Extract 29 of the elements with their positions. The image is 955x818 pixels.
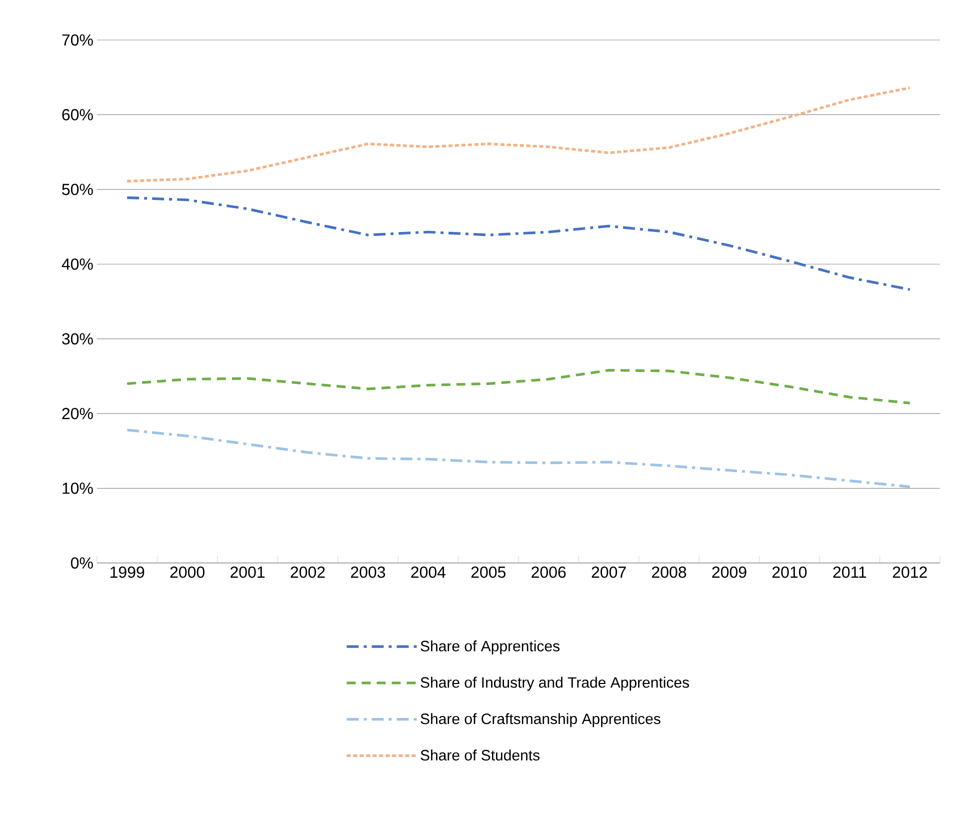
y-tick-label: 50% xyxy=(62,184,93,196)
y-tick-label: 10% xyxy=(62,482,93,494)
x-tick-label: 2001 xyxy=(230,566,265,578)
x-tick-label: 2000 xyxy=(170,566,204,578)
line-series xyxy=(126,86,912,183)
line-series xyxy=(126,368,912,404)
x-tick-label: 2009 xyxy=(712,566,746,578)
y-tick-label: 40% xyxy=(62,258,93,270)
legend-label: Share of Apprentices xyxy=(420,640,560,654)
x-tick-label: 2012 xyxy=(892,566,927,578)
x-tick-label: 2004 xyxy=(411,566,446,578)
x-tick-label: 1999 xyxy=(110,566,144,578)
x-tick-label: 2011 xyxy=(833,566,866,578)
legend-label: Share of Industry and Trade Apprentices xyxy=(420,676,690,691)
y-tick-label: 30% xyxy=(62,333,93,345)
legend-label: Share of Students xyxy=(420,750,540,761)
y-tick-label: 20% xyxy=(62,408,93,420)
x-tick-label: 2008 xyxy=(652,566,686,578)
y-tick-label: 70% xyxy=(62,34,93,46)
x-tick-label: 2002 xyxy=(290,566,325,578)
x-tick-label: 2010 xyxy=(772,566,807,578)
x-tick-label: 2006 xyxy=(532,566,566,578)
x-tick-label: 2005 xyxy=(471,566,506,578)
y-tick-label: 0% xyxy=(70,557,93,569)
line-series xyxy=(126,196,912,291)
y-tick-label: 60% xyxy=(62,109,93,120)
legend-label: Share of Craftsmanship Apprentices xyxy=(420,713,660,728)
x-tick-label: 2003 xyxy=(350,566,386,578)
x-tick-label: 2007 xyxy=(592,566,626,578)
